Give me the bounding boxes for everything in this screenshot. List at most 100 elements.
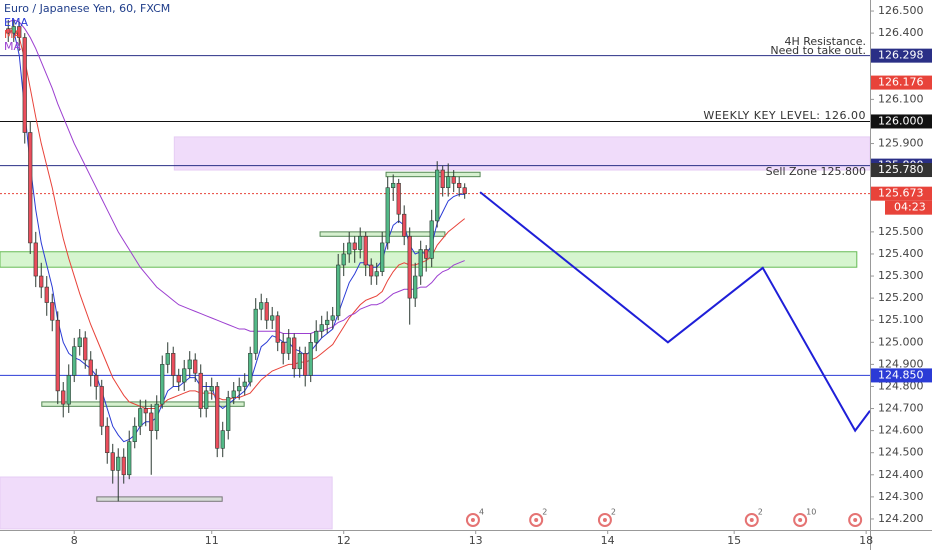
candle-body (215, 386, 220, 449)
event-icon-dot (470, 518, 475, 522)
candle-body (330, 315, 335, 321)
price-tag-label: 124.850 (878, 368, 924, 381)
y-tick-label: 124.400 (878, 468, 924, 481)
candle-body (380, 242, 385, 272)
candle-body (198, 372, 203, 409)
candle-body (72, 346, 77, 376)
candle-body (83, 337, 88, 361)
moving-average (8, 28, 466, 410)
candle-body (165, 353, 170, 365)
candle-body (39, 275, 44, 288)
legend-entry: MA (4, 28, 21, 41)
candle-body (110, 452, 115, 471)
event-icon-dot (534, 518, 539, 522)
countdown-tag (885, 200, 932, 215)
zone (0, 251, 858, 268)
candle-body (358, 235, 363, 250)
candle-body (171, 353, 176, 376)
candle-body (396, 182, 401, 215)
candle-body (308, 341, 313, 376)
price-tag (871, 163, 932, 178)
candle-body (429, 220, 434, 259)
y-tick-label: 125.300 (878, 269, 924, 282)
price-tag-label: 126.298 (878, 49, 924, 62)
candle-body (116, 456, 121, 471)
candle-body (325, 319, 330, 325)
candle-body (462, 187, 467, 194)
candle-body (424, 249, 429, 259)
chart-title: Euro / Japanese Yen, 60, FXCM (4, 2, 170, 15)
candle-body (402, 213, 407, 237)
candle-body (22, 37, 27, 133)
candle-body (369, 264, 374, 277)
event-icon-dot (749, 518, 754, 522)
candle-body (99, 386, 104, 427)
zone (41, 401, 245, 407)
candle-body (314, 330, 319, 343)
event-label: 10 (806, 508, 816, 517)
candle-body (237, 386, 242, 392)
annotation: WEEKLY KEY LEVEL: 126.00 (703, 109, 866, 122)
candle-body (264, 302, 269, 321)
x-tick-label: 15 (727, 534, 741, 547)
price-tag-label: 126.000 (878, 114, 924, 127)
candle-body (347, 242, 352, 255)
candle-body (149, 412, 154, 431)
y-tick-label: 124.800 (878, 379, 924, 392)
candle-body (94, 375, 99, 387)
candle-body (457, 182, 462, 189)
y-tick-label: 125.000 (878, 335, 924, 348)
event-icon-dot (602, 518, 607, 522)
candle-body (391, 182, 396, 189)
annotation: Need to take out. (770, 44, 866, 57)
event-label: 4 (479, 508, 484, 517)
candle-body (182, 368, 187, 383)
candle-body (270, 315, 275, 321)
price-tag (871, 186, 932, 201)
event-label: 2 (758, 508, 763, 517)
event-label: 2 (542, 508, 547, 517)
candle-body (6, 28, 11, 34)
candle-body (418, 249, 423, 277)
candle-body (77, 337, 82, 348)
candle-body (226, 397, 231, 431)
annotation: 4H Resistance. (784, 35, 866, 48)
candle-body (55, 319, 60, 392)
price-tag-label: 126.176 (878, 76, 924, 89)
candle-body (253, 308, 258, 354)
candle-body (88, 359, 93, 376)
event-label: 2 (611, 508, 616, 517)
y-tick-label: 126.500 (878, 4, 924, 17)
candle-body (33, 242, 38, 277)
candle-body (286, 337, 291, 354)
candle-body (50, 302, 55, 321)
price-tag (871, 114, 932, 129)
x-tick-label: 12 (337, 534, 351, 547)
y-tick-label: 126.400 (878, 26, 924, 39)
candle-body (138, 408, 143, 427)
candle-body (160, 364, 165, 405)
candle-body (336, 264, 341, 317)
y-tick-label: 124.900 (878, 357, 924, 370)
price-tag (871, 75, 932, 90)
candle-body (341, 253, 346, 266)
legend-entry: MA (4, 40, 21, 53)
candle-body (297, 353, 302, 370)
candle-body (154, 403, 159, 431)
zone (96, 496, 223, 502)
x-tick-label: 14 (601, 534, 615, 547)
event-icon-dot (853, 518, 858, 522)
candle-body (440, 169, 445, 189)
candle-body (259, 302, 264, 310)
projection-path (479, 191, 871, 433)
candle-body (275, 315, 280, 343)
candle-body (44, 286, 49, 303)
candle-body (187, 359, 192, 370)
candle-body (132, 425, 137, 442)
event-icon-dot (798, 518, 803, 522)
candle-body (231, 390, 236, 398)
price-tag (871, 48, 932, 63)
candle-body (385, 187, 390, 244)
